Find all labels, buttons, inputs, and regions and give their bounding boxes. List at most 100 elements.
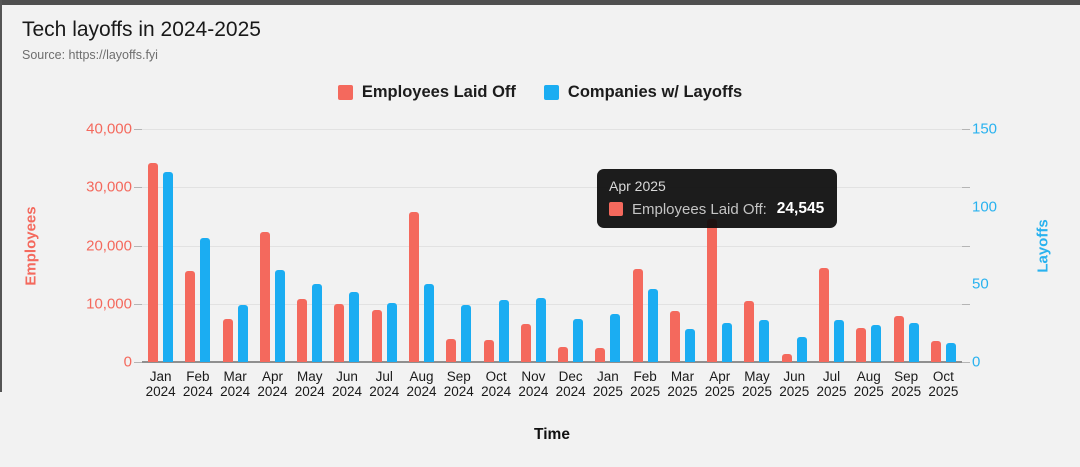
bar-employees-feb-2025[interactable] xyxy=(632,269,643,362)
bar-companies-jan-2024[interactable] xyxy=(163,172,174,362)
bar-companies-aug-2025[interactable] xyxy=(871,325,882,362)
bar-employees-sep-2024[interactable] xyxy=(446,339,457,362)
tooltip: Apr 2025 Employees Laid Off: 24,545 xyxy=(597,169,837,228)
source-link: Source: https://layoffs.fyi xyxy=(22,48,158,62)
axis-tick-mark xyxy=(962,187,970,189)
bar-group-sep-2025 xyxy=(887,129,924,362)
bar-group-jun-2025 xyxy=(776,129,813,362)
gridline xyxy=(142,245,962,247)
y-axis-right-ticks: 150 100 50 0 xyxy=(972,121,1042,371)
axis-tick-mark xyxy=(134,362,142,363)
x-axis-tick-label-apr-2024: Apr 2024 xyxy=(257,369,288,399)
bar-companies-dec-2024[interactable] xyxy=(573,319,584,362)
bar-companies-jan-2025[interactable] xyxy=(610,314,621,362)
bar-group-oct-2025 xyxy=(925,129,962,362)
bar-employees-may-2025[interactable] xyxy=(744,301,755,362)
bar-companies-apr-2024[interactable] xyxy=(274,270,285,362)
gridline xyxy=(142,129,962,130)
bar-companies-feb-2024[interactable] xyxy=(200,238,211,362)
bar-employees-jun-2024[interactable] xyxy=(334,304,345,362)
legend-label-employees: Employees Laid Off xyxy=(361,83,516,101)
axis-tick-mark xyxy=(962,362,970,363)
bar-group-jul-2025 xyxy=(813,129,850,362)
bar-employees-jul-2025[interactable] xyxy=(819,268,830,362)
y-axis-left-tick-label: 10,000 xyxy=(86,295,132,313)
axis-tick-mark xyxy=(134,129,142,130)
bar-companies-jun-2025[interactable] xyxy=(796,337,807,362)
legend-label-companies: Companies w/ Layoffs xyxy=(567,83,743,101)
bar-companies-oct-2025[interactable] xyxy=(945,343,956,362)
bar-companies-mar-2024[interactable] xyxy=(237,305,248,362)
y-axis-left-tick-label: 0 xyxy=(123,353,132,371)
axis-tick-mark xyxy=(134,187,142,189)
bar-group-apr-2025 xyxy=(701,129,738,362)
bar-companies-apr-2025[interactable] xyxy=(722,323,733,362)
x-axis-tick-label-sep-2025: Sep 2025 xyxy=(891,369,922,399)
plot-area: Jan 2024 Feb 2024 Mar 2024 Apr 2024 May 2024 Jun 20… xyxy=(142,129,962,399)
bar-employees-feb-2024[interactable] xyxy=(185,271,196,362)
bar-employees-nov-2024[interactable] xyxy=(520,324,531,362)
bar-employees-apr-2025[interactable] xyxy=(707,219,718,362)
bar-employees-sep-2025[interactable] xyxy=(893,316,904,362)
bar-companies-nov-2024[interactable] xyxy=(535,298,546,362)
tooltip-title: Apr 2025 xyxy=(609,178,666,194)
bar-companies-jul-2025[interactable] xyxy=(834,320,845,362)
axis-tick-mark xyxy=(962,303,970,305)
bar-companies-oct-2024[interactable] xyxy=(498,300,509,362)
bar-companies-feb-2025[interactable] xyxy=(647,289,658,362)
bar-companies-jun-2024[interactable] xyxy=(349,292,360,362)
bar-companies-sep-2024[interactable] xyxy=(461,305,472,362)
bar-employees-jul-2024[interactable] xyxy=(371,310,382,362)
bar-employees-aug-2024[interactable] xyxy=(409,212,420,362)
bar-employees-apr-2024[interactable] xyxy=(259,232,270,362)
legend-item-employees[interactable]: Employees Laid Off xyxy=(337,83,516,102)
legend-swatch-employees-icon xyxy=(337,85,353,100)
bar-companies-may-2025[interactable] xyxy=(759,320,770,362)
y-axis-left-ticks: 40,000 30,000 20,000 10,000 0 xyxy=(0,121,132,371)
x-axis-tick-label-feb-2024: Feb 2024 xyxy=(182,369,213,399)
bar-employees-jan-2025[interactable] xyxy=(595,348,606,362)
bar-companies-sep-2025[interactable] xyxy=(908,323,919,362)
gridline xyxy=(142,187,962,189)
bar-group-jan-2025 xyxy=(589,129,626,362)
y-axis-left-tick-label: 40,000 xyxy=(86,120,132,138)
bar-employees-dec-2024[interactable] xyxy=(558,347,569,362)
bar-employees-may-2024[interactable] xyxy=(297,299,308,362)
bar-companies-mar-2025[interactable] xyxy=(684,329,695,362)
legend: Employees Laid Off Companies w/ Layoffs xyxy=(0,83,1080,102)
axis-tick-mark xyxy=(134,303,142,305)
bar-group-jul-2024 xyxy=(366,129,403,362)
bar-group-may-2024 xyxy=(291,129,328,362)
bar-employees-oct-2024[interactable] xyxy=(483,340,494,362)
x-axis-tick-label-feb-2025: Feb 2025 xyxy=(630,369,661,399)
bar-group-oct-2024 xyxy=(477,129,514,362)
x-axis-tick-label-jun-2024: Jun 2024 xyxy=(331,369,363,399)
bar-employees-aug-2025[interactable] xyxy=(856,328,867,362)
x-axis-tick-label-sep-2024: Sep 2024 xyxy=(443,369,474,399)
bar-companies-jul-2024[interactable] xyxy=(386,303,397,362)
bar-employees-mar-2024[interactable] xyxy=(222,319,233,362)
x-axis-tick-label-aug-2024: Aug 2024 xyxy=(406,369,437,399)
y-axis-right-tick-label: 0 xyxy=(972,353,981,371)
bar-companies-may-2024[interactable] xyxy=(312,284,323,362)
bar-group-apr-2024 xyxy=(254,129,291,362)
bar-employees-jun-2025[interactable] xyxy=(781,354,792,362)
x-axis-tick-label-apr-2025: Apr 2025 xyxy=(704,369,735,399)
x-axis-tick-label-mar-2025: Mar 2025 xyxy=(667,369,698,399)
bar-group-mar-2024 xyxy=(217,129,254,362)
legend-item-companies[interactable]: Companies w/ Layoffs xyxy=(543,83,743,102)
bar-group-sep-2024 xyxy=(440,129,477,362)
x-axis-tick-label-aug-2025: Aug 2025 xyxy=(853,369,884,399)
x-axis-tick-label-dec-2024: Dec 2024 xyxy=(555,369,586,399)
bar-group-nov-2024 xyxy=(515,129,552,362)
gridline xyxy=(142,361,962,363)
bar-employees-jan-2024[interactable] xyxy=(148,163,159,362)
x-axis-tick-label-nov-2024: Nov 2024 xyxy=(518,369,549,399)
bar-employees-oct-2025[interactable] xyxy=(930,341,941,362)
bar-companies-aug-2024[interactable] xyxy=(424,284,435,362)
x-axis-title: Time xyxy=(534,426,570,443)
x-axis-tick-label-may-2024: May 2024 xyxy=(294,369,325,399)
x-axis-tick-label-mar-2024: Mar 2024 xyxy=(220,369,251,399)
bar-employees-mar-2025[interactable] xyxy=(669,311,680,362)
